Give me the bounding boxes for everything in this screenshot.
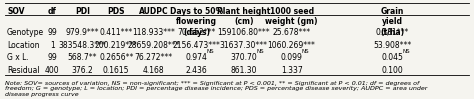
Text: Grain
yield
(t/ha): Grain yield (t/ha) xyxy=(380,7,404,37)
Text: SOV: SOV xyxy=(7,7,25,16)
Text: 99: 99 xyxy=(47,28,57,37)
Text: 376.2: 376.2 xyxy=(72,66,93,75)
Text: 4.168: 4.168 xyxy=(143,66,164,75)
Text: 0.045: 0.045 xyxy=(381,53,403,62)
Text: 25.678***: 25.678*** xyxy=(273,28,310,37)
Text: AUDPC: AUDPC xyxy=(138,7,168,16)
Text: NS: NS xyxy=(302,50,310,55)
Text: Location: Location xyxy=(7,41,39,50)
Text: NS: NS xyxy=(207,50,215,55)
Text: G x L.: G x L. xyxy=(7,53,29,62)
Text: 2156.473***: 2156.473*** xyxy=(173,41,221,50)
Text: 370.70: 370.70 xyxy=(230,53,257,62)
Text: 0.1615: 0.1615 xyxy=(103,66,129,75)
Text: 1000 seed
weight (gm): 1000 seed weight (gm) xyxy=(265,7,318,26)
Text: 0.974: 0.974 xyxy=(186,53,208,62)
Text: NS: NS xyxy=(256,50,264,55)
Text: 979.9***: 979.9*** xyxy=(66,28,99,37)
Text: 99: 99 xyxy=(47,53,57,62)
Text: NS: NS xyxy=(402,50,410,55)
Text: df: df xyxy=(48,7,57,16)
Text: PDI: PDI xyxy=(75,7,90,16)
Text: 0.411***: 0.411*** xyxy=(100,28,133,37)
Text: 53.908***: 53.908*** xyxy=(373,41,411,50)
Text: 28659.208***: 28659.208*** xyxy=(127,41,180,50)
Text: 400: 400 xyxy=(45,66,60,75)
Text: Genotype: Genotype xyxy=(7,28,44,37)
Text: PDS: PDS xyxy=(108,7,125,16)
Text: 1060.269***: 1060.269*** xyxy=(268,41,316,50)
Text: 31637.30***: 31637.30*** xyxy=(220,41,268,50)
Text: 76.272***: 76.272*** xyxy=(134,53,173,62)
Text: 0.099: 0.099 xyxy=(281,53,302,62)
Text: Residual: Residual xyxy=(7,66,40,75)
Text: 1: 1 xyxy=(50,41,55,50)
Text: 0.100: 0.100 xyxy=(381,66,403,75)
Text: 0.2656**: 0.2656** xyxy=(99,53,133,62)
Text: Plant height
(cm): Plant height (cm) xyxy=(217,7,271,26)
Text: 861.30: 861.30 xyxy=(230,66,257,75)
Text: 0.381***: 0.381*** xyxy=(375,28,409,37)
Text: 118.933***: 118.933*** xyxy=(132,28,175,37)
Text: 1.337: 1.337 xyxy=(281,66,302,75)
Text: 568.7**: 568.7** xyxy=(68,53,97,62)
Text: 70.652***: 70.652*** xyxy=(178,28,216,37)
Text: 383548.3***: 383548.3*** xyxy=(59,41,107,50)
Text: 159106.80***: 159106.80*** xyxy=(218,28,270,37)
Text: Note: SOV= sources of variation, NS = non-significant; *** = Significant at P < : Note: SOV= sources of variation, NS = no… xyxy=(5,81,427,97)
Text: 2.436: 2.436 xyxy=(186,66,208,75)
Text: 200.219***: 200.219*** xyxy=(95,41,137,50)
Text: Days to 50%
flowering
(days): Days to 50% flowering (days) xyxy=(170,7,223,37)
